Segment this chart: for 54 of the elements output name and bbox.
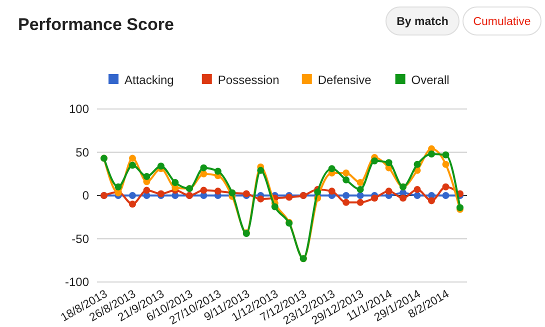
point bbox=[214, 168, 222, 175]
point bbox=[400, 194, 407, 202]
point bbox=[128, 162, 136, 169]
legend-label: Attacking bbox=[124, 73, 174, 87]
point bbox=[143, 186, 150, 194]
point bbox=[342, 198, 350, 206]
point bbox=[371, 194, 378, 202]
y-tick-label: 0 bbox=[82, 188, 90, 202]
point bbox=[414, 186, 421, 193]
legend-label: Defensive bbox=[318, 73, 372, 87]
point bbox=[442, 183, 450, 190]
point bbox=[342, 192, 350, 199]
point bbox=[356, 198, 364, 206]
button: Cumulative bbox=[462, 6, 542, 36]
point bbox=[328, 165, 336, 172]
point bbox=[200, 186, 208, 194]
chart-title: Performance Score bbox=[18, 15, 174, 34]
point bbox=[172, 179, 179, 186]
y-tick-label: 50 bbox=[76, 145, 90, 160]
point bbox=[257, 166, 264, 174]
point bbox=[314, 188, 322, 196]
point bbox=[342, 176, 350, 184]
point bbox=[442, 192, 450, 199]
point bbox=[128, 154, 136, 162]
point bbox=[143, 172, 150, 180]
legend-label: Overall bbox=[411, 73, 450, 87]
point bbox=[371, 157, 378, 164]
point bbox=[157, 162, 164, 170]
point bbox=[414, 192, 421, 199]
point bbox=[442, 151, 450, 158]
point bbox=[356, 192, 364, 199]
point bbox=[128, 192, 136, 199]
point bbox=[428, 197, 436, 204]
point bbox=[214, 188, 222, 195]
point bbox=[257, 195, 264, 202]
y-tick-label: -50 bbox=[72, 232, 90, 246]
point bbox=[271, 203, 278, 210]
point bbox=[385, 188, 392, 195]
y-tick-label: -100 bbox=[64, 275, 90, 289]
point bbox=[356, 179, 364, 186]
point bbox=[114, 183, 122, 190]
point bbox=[414, 160, 421, 168]
point bbox=[428, 150, 436, 158]
point bbox=[200, 170, 208, 178]
legend-label: Possession bbox=[218, 73, 280, 87]
point bbox=[356, 186, 364, 193]
button: By match bbox=[386, 6, 460, 36]
point bbox=[342, 170, 350, 177]
point bbox=[328, 188, 336, 195]
y-tick-label: 100 bbox=[68, 102, 90, 116]
point bbox=[385, 159, 392, 166]
point bbox=[200, 164, 208, 172]
point bbox=[442, 160, 450, 168]
point bbox=[128, 200, 136, 208]
